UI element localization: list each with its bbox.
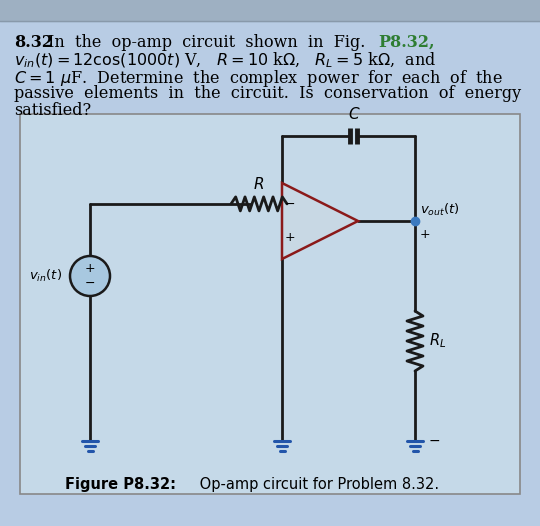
Text: P8.32,: P8.32, — [378, 34, 435, 51]
Text: In  the  op-amp  circuit  shown  in  Fig.: In the op-amp circuit shown in Fig. — [48, 34, 370, 51]
Text: −: − — [429, 434, 441, 448]
Text: $v_{in}(t)$: $v_{in}(t)$ — [29, 268, 62, 284]
Text: passive  elements  in  the  circuit.  Is  conservation  of  energy: passive elements in the circuit. Is cons… — [14, 85, 521, 102]
Text: −: − — [85, 277, 95, 289]
Bar — [20, 114, 520, 494]
Text: +: + — [420, 228, 430, 241]
Text: satisfied?: satisfied? — [14, 102, 91, 119]
Text: R: R — [254, 177, 264, 192]
Text: $C = 1\ \mu$F.  Determine  the  complex  power  for  each  of  the: $C = 1\ \mu$F. Determine the complex pow… — [14, 68, 503, 89]
Text: $R_L$: $R_L$ — [429, 332, 446, 350]
Text: Op-amp circuit for Problem 8.32.: Op-amp circuit for Problem 8.32. — [195, 477, 439, 491]
Bar — [0, 0, 540, 21]
Text: C: C — [348, 107, 359, 122]
Circle shape — [70, 256, 110, 296]
Text: $v_{in}(t) = 12\cos(1000t)$ V,   $R = 10$ k$\Omega$,   $R_L = 5$ k$\Omega$,  and: $v_{in}(t) = 12\cos(1000t)$ V, $R = 10$ … — [14, 51, 436, 70]
Text: $v_{out}(t)$: $v_{out}(t)$ — [420, 202, 460, 218]
Text: 8.32: 8.32 — [14, 34, 53, 51]
Text: +: + — [285, 230, 295, 244]
Text: Figure P8.32:: Figure P8.32: — [65, 477, 176, 491]
Text: +: + — [85, 262, 96, 276]
Polygon shape — [282, 183, 358, 259]
Text: −: − — [285, 198, 295, 211]
